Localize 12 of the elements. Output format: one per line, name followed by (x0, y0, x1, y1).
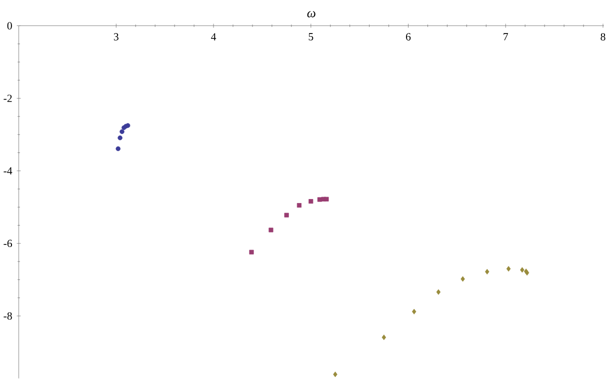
y-tick-label: -6 (4, 240, 12, 248)
x-tick-label: 3 (114, 33, 118, 41)
y-tick-label: -2 (4, 94, 12, 102)
y-tick-label: -8 (4, 312, 12, 320)
x-tick-label: 4 (211, 33, 216, 41)
x-tick-label: 6 (406, 33, 411, 41)
x-tick-label: 8 (600, 33, 606, 41)
x-tick-label: 5 (308, 33, 314, 41)
x-axis-title: ω (307, 11, 316, 18)
y-tick-label: 0 (7, 22, 12, 30)
x-tick-label: 7 (504, 33, 508, 41)
y-tick-label: -4 (4, 168, 12, 175)
